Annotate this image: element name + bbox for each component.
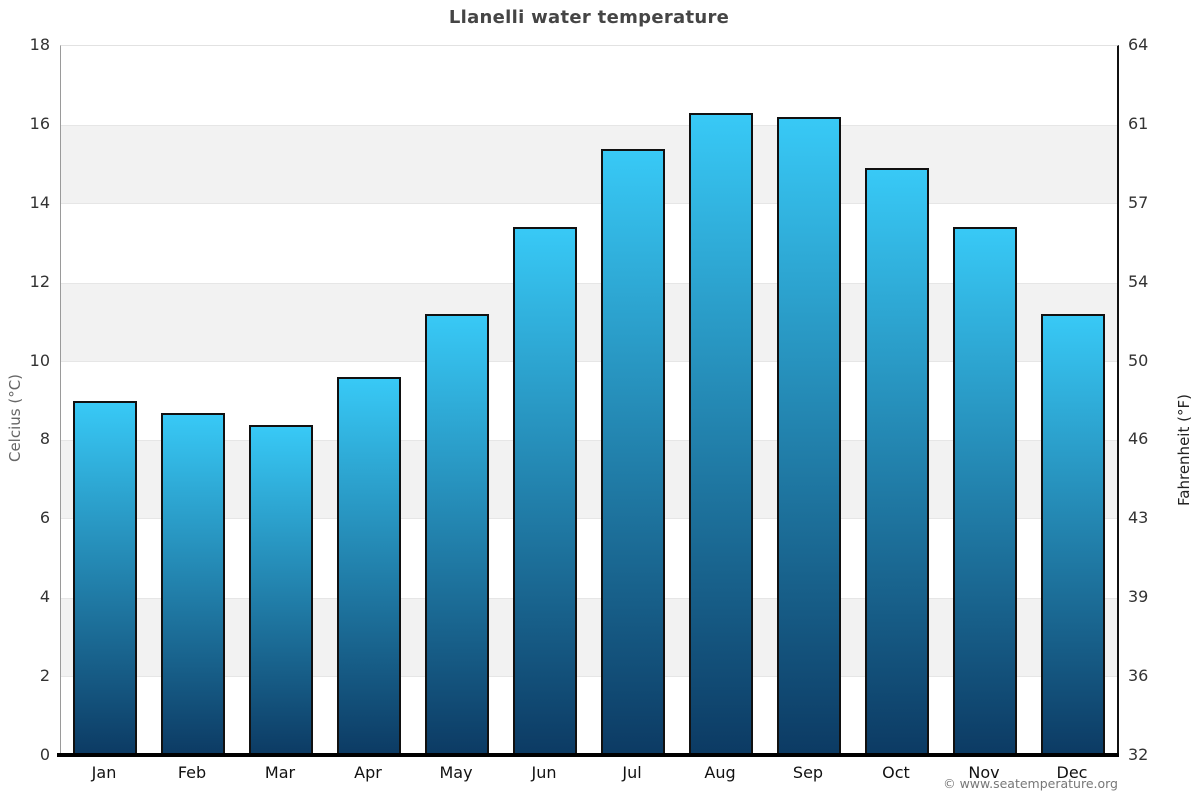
bar-slot — [765, 46, 853, 756]
y-tick-label-celsius: 6 — [39, 508, 50, 528]
bar-jan — [73, 401, 137, 756]
x-tick-label-jun: Jun — [531, 763, 557, 782]
x-tick-label-sep: Sep — [792, 763, 824, 782]
y-tick-label-fahrenheit: 46 — [1128, 429, 1149, 449]
y-tick-label-celsius: 12 — [29, 271, 50, 291]
y-axis-label-fahrenheit: Fahrenheit (°F) — [1174, 394, 1193, 506]
x-tick-label-nov: Nov — [968, 763, 1000, 782]
bar-apr — [337, 377, 401, 756]
grid-band — [61, 282, 1117, 362]
bar-slot — [677, 46, 765, 756]
watermark-credit: © www.seatemperature.org — [943, 776, 1118, 791]
x-tick-label-jul: Jul — [622, 763, 642, 782]
plot-area — [57, 45, 1119, 757]
bar-slot — [149, 46, 237, 756]
y-tick-label-fahrenheit: 32 — [1128, 745, 1149, 764]
bar-mar — [249, 424, 313, 756]
chart-title: Llanelli water temperature — [448, 7, 730, 28]
bar-slot — [61, 46, 149, 756]
bar-jul — [601, 148, 665, 756]
bar-slot — [1029, 46, 1117, 756]
bar-slot — [325, 46, 413, 756]
bar-oct — [865, 168, 929, 756]
bar-feb — [161, 412, 225, 756]
y-tick-label-celsius: 0 — [39, 745, 50, 764]
y-tick-label-fahrenheit: 54 — [1128, 271, 1149, 291]
y-tick-label-celsius: 18 — [29, 35, 50, 54]
x-tick-label-jan: Jan — [91, 763, 117, 782]
y-tick-label-celsius: 16 — [29, 113, 50, 133]
bar-nov — [953, 227, 1017, 756]
y-tick-label-fahrenheit: 39 — [1128, 587, 1149, 607]
bar-slot — [589, 46, 677, 756]
bar-aug — [689, 113, 753, 756]
x-axis-line — [57, 753, 1119, 757]
bars-group — [61, 46, 1117, 756]
bar-slot — [237, 46, 325, 756]
x-tick-label-dec: Dec — [1056, 763, 1088, 782]
y-tick-label-fahrenheit: 50 — [1128, 350, 1149, 370]
y-tick-label-fahrenheit: 43 — [1128, 508, 1149, 528]
grid-band — [61, 598, 1117, 678]
y-tick-label-celsius: 8 — [39, 429, 50, 449]
bar-may — [425, 314, 489, 756]
x-tick-label-mar: Mar — [264, 763, 296, 782]
y-tick-label-celsius: 2 — [39, 666, 50, 686]
grid-band — [61, 440, 1117, 520]
x-tick-label-feb: Feb — [177, 763, 207, 782]
x-tick-label-may: May — [439, 763, 473, 782]
x-tick-label-aug: Aug — [704, 763, 736, 782]
y-tick-label-celsius: 10 — [29, 350, 50, 370]
y-tick-label-fahrenheit: 57 — [1128, 192, 1149, 212]
grid-band — [61, 124, 1117, 204]
bar-sep — [777, 117, 841, 756]
bar-slot — [853, 46, 941, 756]
bar-slot — [413, 46, 501, 756]
y-tick-label-fahrenheit: 64 — [1128, 35, 1149, 54]
bar-jun — [513, 227, 577, 756]
y-tick-label-celsius: 4 — [39, 587, 50, 607]
y-axis-label-celsius: Celcius (°C) — [6, 373, 25, 463]
y-tick-label-fahrenheit: 36 — [1128, 666, 1149, 686]
bar-slot — [941, 46, 1029, 756]
x-tick-label-oct: Oct — [882, 763, 910, 782]
y-tick-label-celsius: 14 — [29, 192, 50, 212]
bar-dec — [1041, 314, 1105, 756]
y-tick-label-fahrenheit: 61 — [1128, 113, 1149, 133]
bar-slot — [501, 46, 589, 756]
x-tick-label-apr: Apr — [354, 763, 382, 782]
